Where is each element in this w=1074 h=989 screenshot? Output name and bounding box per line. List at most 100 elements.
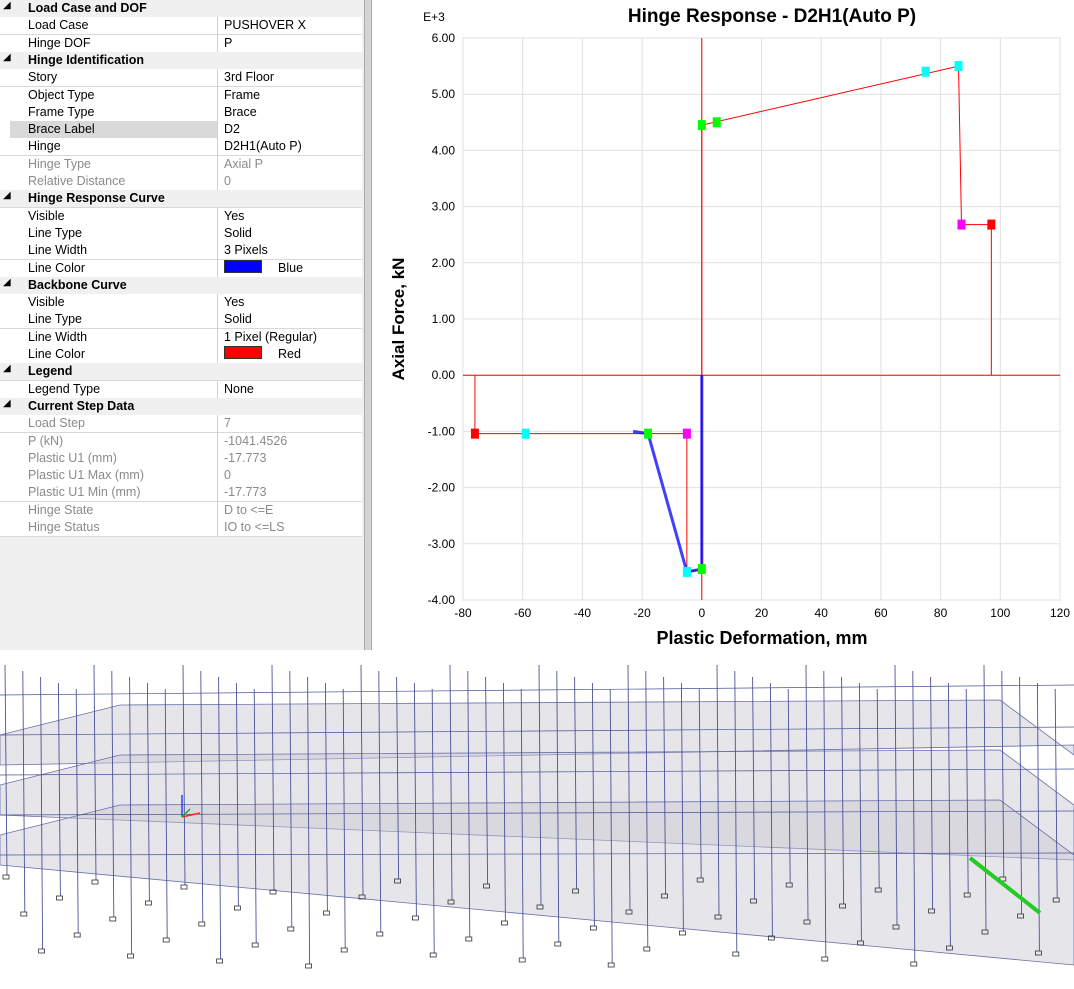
section-header[interactable]: ◢Hinge Response Curve <box>0 190 362 208</box>
property-value: IO to <=LS <box>219 519 362 536</box>
support <box>128 954 134 958</box>
property-value: 0 <box>219 467 362 484</box>
color-swatch <box>224 260 262 273</box>
x-tick-label: 100 <box>990 606 1010 620</box>
property-value: Yes <box>219 294 362 311</box>
support <box>39 949 45 953</box>
x-tick-label: 60 <box>874 606 888 620</box>
section-header[interactable]: ◢Current Step Data <box>0 398 362 416</box>
property-value: 0 <box>219 173 362 190</box>
model-3d-view[interactable] <box>0 655 1074 989</box>
support <box>234 906 240 910</box>
property-label: Hinge Type <box>10 156 218 173</box>
property-label: Line Color <box>10 346 218 363</box>
property-value: -1041.4526 <box>219 433 362 450</box>
property-value: Red <box>219 346 362 363</box>
property-value: 3 Pixels <box>219 242 362 259</box>
support <box>21 912 27 916</box>
support <box>3 875 9 879</box>
y-tick-label: 0.00 <box>432 368 456 382</box>
y-axis-title: Axial Force, kN <box>389 258 408 381</box>
support <box>377 932 383 936</box>
x-tick-label: 0 <box>698 606 705 620</box>
property-label: Hinge Status <box>10 519 218 536</box>
property-row[interactable]: Plastic U1 (mm)-17.773 <box>0 450 362 468</box>
hinge-state-marker <box>644 429 652 439</box>
property-row[interactable]: Plastic U1 Min (mm)-17.773 <box>0 484 362 502</box>
property-label: Line Type <box>10 311 218 328</box>
y-tick-label: -4.00 <box>428 593 456 607</box>
property-label: Frame Type <box>10 104 218 121</box>
support <box>288 927 294 931</box>
y-tick-label: 6.00 <box>432 31 456 45</box>
property-value: Brace <box>219 104 362 121</box>
property-label: Line Width <box>10 242 218 259</box>
property-label: Brace Label <box>10 121 218 138</box>
color-name: Red <box>278 347 301 361</box>
y-tick-label: -3.00 <box>428 537 456 551</box>
y-tick-label: 1.00 <box>432 312 456 326</box>
property-row[interactable]: Line Color Red <box>0 346 362 364</box>
property-row[interactable]: P (kN)-1041.4526 <box>0 433 362 451</box>
hinge-state-marker <box>957 220 965 230</box>
section-header[interactable]: ◢Backbone Curve <box>0 277 362 295</box>
property-label: Plastic U1 Max (mm) <box>10 467 218 484</box>
support <box>679 931 685 935</box>
support <box>822 957 828 961</box>
support <box>341 948 347 952</box>
property-label: Visible <box>10 208 218 225</box>
section-header[interactable]: ◢Load Case and DOF <box>0 0 362 18</box>
support <box>608 963 614 967</box>
chart-title: Hinge Response - D2H1(Auto P) <box>628 6 916 27</box>
hinge-state-marker <box>522 429 530 439</box>
property-label: Hinge State <box>10 502 218 519</box>
section-header[interactable]: ◢Hinge Identification <box>0 52 362 70</box>
hinge-state-marker <box>698 120 706 130</box>
property-label: Story <box>10 69 218 86</box>
property-label: Load Case <box>10 17 218 34</box>
property-value: Yes <box>219 208 362 225</box>
property-value: Solid <box>219 311 362 328</box>
hinge-state-marker <box>713 117 721 127</box>
support <box>306 964 312 968</box>
property-label: Visible <box>10 294 218 311</box>
property-label: Line Color <box>10 260 218 277</box>
y-tick-label: 4.00 <box>432 143 456 157</box>
property-row[interactable]: Plastic U1 Max (mm)0 <box>0 467 362 485</box>
property-value: Solid <box>219 225 362 242</box>
x-tick-label: 40 <box>815 606 829 620</box>
x-tick-label: 20 <box>755 606 769 620</box>
splitter[interactable] <box>364 0 372 650</box>
hinge-state-marker <box>955 61 963 71</box>
support <box>323 911 329 915</box>
support <box>466 937 472 941</box>
property-value: Axial P <box>219 156 362 173</box>
hinge-state-marker <box>683 429 691 439</box>
x-tick-label: -40 <box>574 606 592 620</box>
support <box>430 953 436 957</box>
property-label: Plastic U1 Min (mm) <box>10 484 218 501</box>
section-header[interactable]: ◢Legend <box>0 363 362 381</box>
property-value: Blue <box>219 260 362 277</box>
support <box>145 901 151 905</box>
